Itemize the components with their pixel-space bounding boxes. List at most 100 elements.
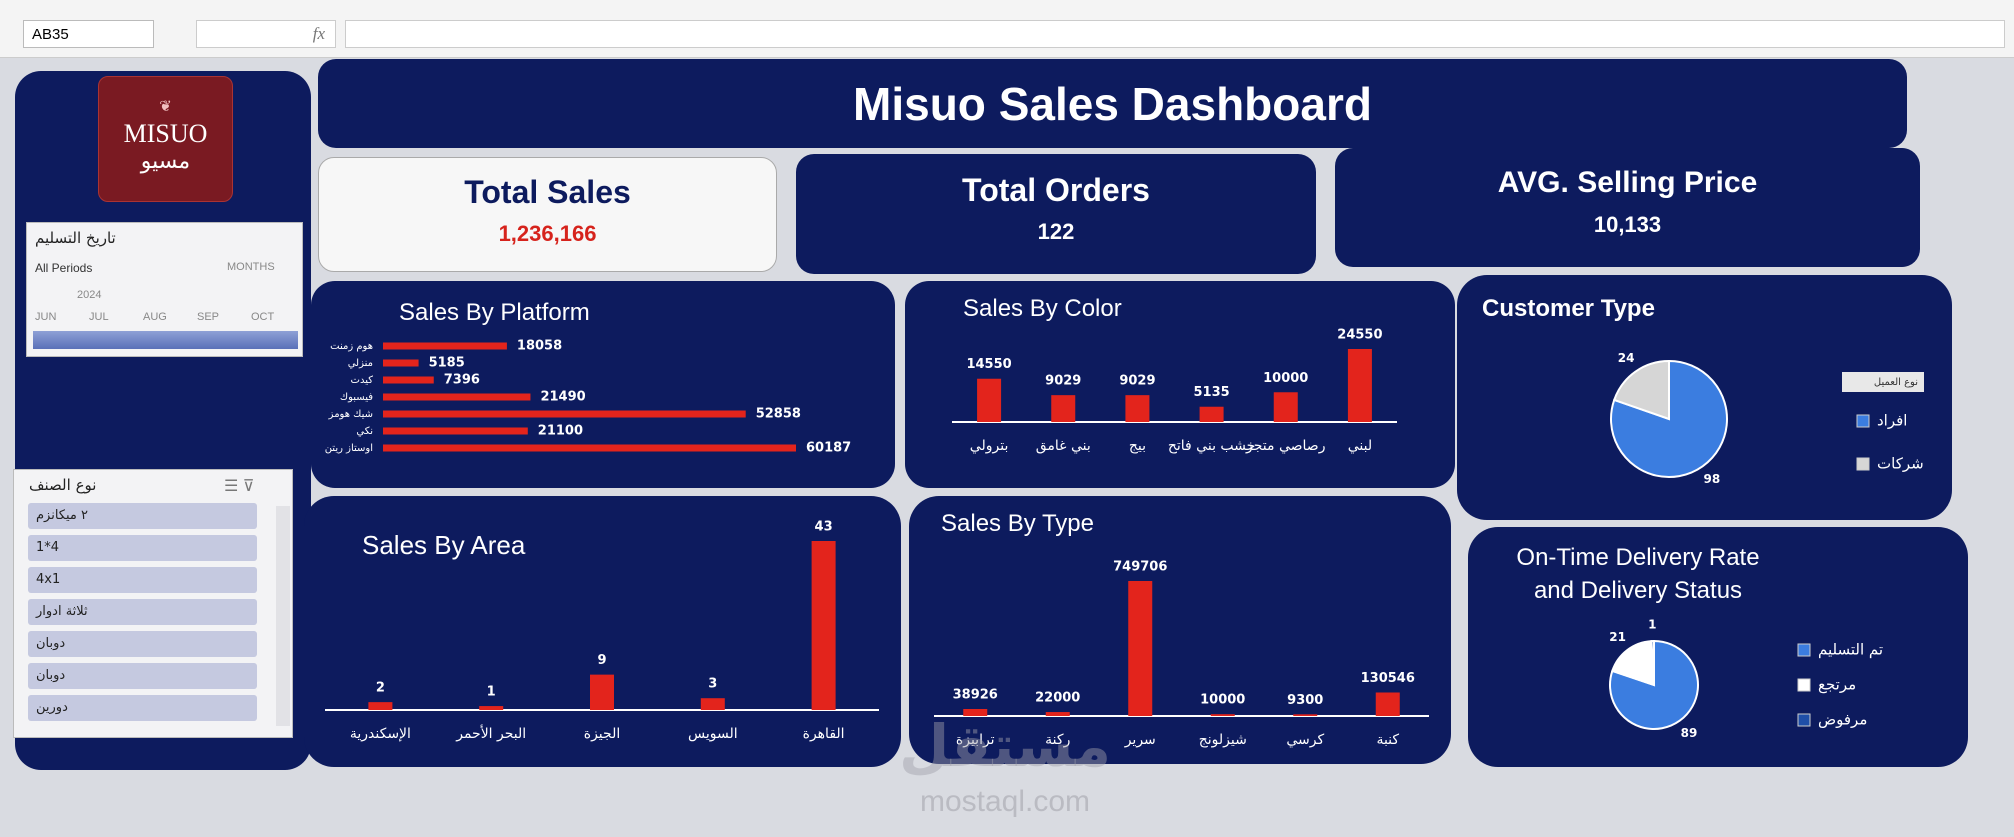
value-label: 5135 <box>1193 385 1229 400</box>
timeline-bar[interactable] <box>33 331 298 349</box>
value-label: 38926 <box>953 687 998 702</box>
value-label: 10000 <box>1200 693 1245 708</box>
slicer-title: نوع الصنف <box>29 476 97 494</box>
bar <box>590 674 614 710</box>
value-label: 24 <box>1618 351 1635 365</box>
value-label: 749706 <box>1113 560 1167 575</box>
value-label: 9300 <box>1287 693 1323 708</box>
logo-arabic: مسيو <box>140 149 191 174</box>
value-label: 10000 <box>1263 371 1308 386</box>
value-label: 60187 <box>806 441 851 456</box>
chart-panel: Sales By Color 14550 بترولي 9029 بني غامق 90… <box>905 281 1455 488</box>
pie-slice <box>1610 359 1728 478</box>
name-box[interactable]: AB35 <box>23 20 154 48</box>
formula-bar[interactable] <box>345 20 2005 48</box>
kpi-label: AVG. Selling Price <box>1497 166 1758 199</box>
pie-slice <box>1650 639 1655 686</box>
kpi-value: 122 <box>1037 219 1075 244</box>
chart-panel: Sales By Area 2 الإسكندرية 1 البحر الأحمر 9 ا… <box>304 496 901 767</box>
date-slicer: تاريخ التسليم All Periods MONTHS 2024 JU… <box>26 222 303 357</box>
value-label: 89 <box>1681 726 1698 740</box>
value-label: 9 <box>597 653 606 668</box>
bar <box>1293 714 1318 716</box>
chart: 2 الإسكندرية 1 البحر الأحمر 9 الجيزة 3 السويس 43… <box>325 520 879 742</box>
category-label: اوستاز ريتن <box>325 443 373 454</box>
category-label: هوم زمنت <box>330 341 373 352</box>
category-label: الجيزة <box>584 726 620 742</box>
category-slicer: نوع الصنف ☰ ⊽ ٢ ميكانزم 4*1 4x1 ثلاثة ادوار… <box>13 469 293 738</box>
month-label: JUL <box>89 311 109 323</box>
chart: هوم زمنت 18058 منزلي 5185 كيدت 7396 فيسبوك 2149… <box>325 339 852 456</box>
kpi-value: 1,236,166 <box>498 221 597 246</box>
chart: 98 افراد 24 شركات نوع العميل <box>1610 351 1924 486</box>
slicer-item[interactable]: 4*1 <box>28 535 257 561</box>
legend-label: مرتجع <box>1818 676 1856 694</box>
month-label: OCT <box>251 311 275 323</box>
slicer-item[interactable]: دورين <box>28 695 257 721</box>
bar <box>1347 349 1372 422</box>
chart-panel: Sales By Type 38926 ترابيزة 22000 ركنة 74970… <box>909 496 1451 764</box>
value-label: 52858 <box>756 407 801 422</box>
month-label: SEP <box>197 311 220 323</box>
kpi-card: Total Sales 1,236,166 <box>318 157 777 272</box>
legend-swatch <box>1797 713 1811 727</box>
value-label: 1 <box>1648 618 1656 632</box>
slicer-item[interactable]: دوبان <box>28 663 257 689</box>
bar <box>700 698 725 710</box>
category-label: بني غامق <box>1036 438 1091 454</box>
value-label: 21100 <box>538 424 583 439</box>
slicer-item[interactable]: ثلاثة ادوار <box>28 599 257 625</box>
category-label: السويس <box>688 726 738 742</box>
logo: ❦ MISUO مسيو <box>98 76 233 202</box>
category-label: رصاصي متجر <box>1245 438 1325 454</box>
month-label: AUG <box>143 311 167 323</box>
formula-icon[interactable]: fx <box>196 20 336 48</box>
value-label: 9029 <box>1119 374 1155 389</box>
value-label: 2 <box>376 681 385 696</box>
kpi-card: AVG. Selling Price 10,133 <box>1335 148 1920 267</box>
category-label: كرسي <box>1286 732 1324 748</box>
category-label: سرير <box>1124 732 1156 748</box>
chart-panel: On-Time Delivery Rate and Delivery Statu… <box>1468 527 1968 767</box>
scrollbar[interactable] <box>276 506 290 726</box>
slicer-icons[interactable]: ☰ ⊽ <box>224 478 255 495</box>
chart: 89 تم التسليم 21 مرتجع 1 مرفوض <box>1609 618 1883 740</box>
period[interactable]: All Periods <box>35 261 93 275</box>
category-label: لبني <box>1348 438 1372 454</box>
value-label: 21 <box>1609 630 1626 644</box>
bar <box>1125 395 1150 422</box>
legend-label: تم التسليم <box>1818 641 1883 659</box>
bar <box>383 376 434 384</box>
legend-swatch <box>1797 643 1811 657</box>
kpi-value: 10,133 <box>1593 212 1662 237</box>
bar <box>383 444 796 452</box>
category-label: خشب بني فاتح <box>1168 438 1255 454</box>
bar <box>383 342 507 350</box>
value-label: 1 <box>487 685 496 700</box>
value-label: 3 <box>708 677 717 692</box>
slicer-item[interactable]: دوبان <box>28 631 257 657</box>
value-label: 21490 <box>540 390 585 405</box>
bar <box>1375 692 1400 716</box>
category-label: بترولي <box>970 438 1009 454</box>
bar <box>1199 406 1224 422</box>
chart-title: On-Time Delivery Rate and Delivery Statu… <box>1516 544 1760 604</box>
dashboard-title: Misuo Sales Dashboard <box>318 59 1907 148</box>
bar <box>1128 581 1153 716</box>
level[interactable]: MONTHS <box>227 261 275 273</box>
legend-title-box <box>1842 372 1924 392</box>
value-label: 98 <box>1704 472 1721 486</box>
watermark-url: mostaql.com <box>919 785 1091 818</box>
slicer-item[interactable]: ٢ ميكانزم <box>28 503 257 529</box>
legend-swatch <box>1856 457 1870 471</box>
month-label: JUN <box>35 311 57 323</box>
year: 2024 <box>77 289 102 301</box>
value-label: 14550 <box>966 357 1011 372</box>
slicer-item[interactable]: 4x1 <box>28 567 257 593</box>
bar <box>1273 392 1298 422</box>
chart-title: Customer Type <box>1482 295 1655 322</box>
legend-label: شركات <box>1877 455 1924 473</box>
bar <box>368 702 393 710</box>
value-label: 7396 <box>444 373 480 388</box>
